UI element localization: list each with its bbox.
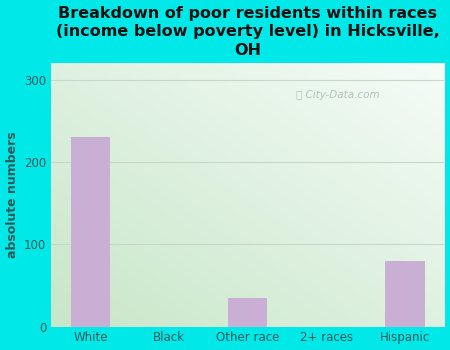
Title: Breakdown of poor residents within races
(income below poverty level) in Hicksvi: Breakdown of poor residents within races…: [56, 6, 440, 58]
Bar: [228, 298, 267, 327]
Y-axis label: absolute numbers: absolute numbers: [5, 132, 18, 258]
Text: Ⓢ City-Data.com: Ⓢ City-Data.com: [297, 90, 380, 100]
Bar: [71, 137, 110, 327]
Bar: [386, 261, 425, 327]
